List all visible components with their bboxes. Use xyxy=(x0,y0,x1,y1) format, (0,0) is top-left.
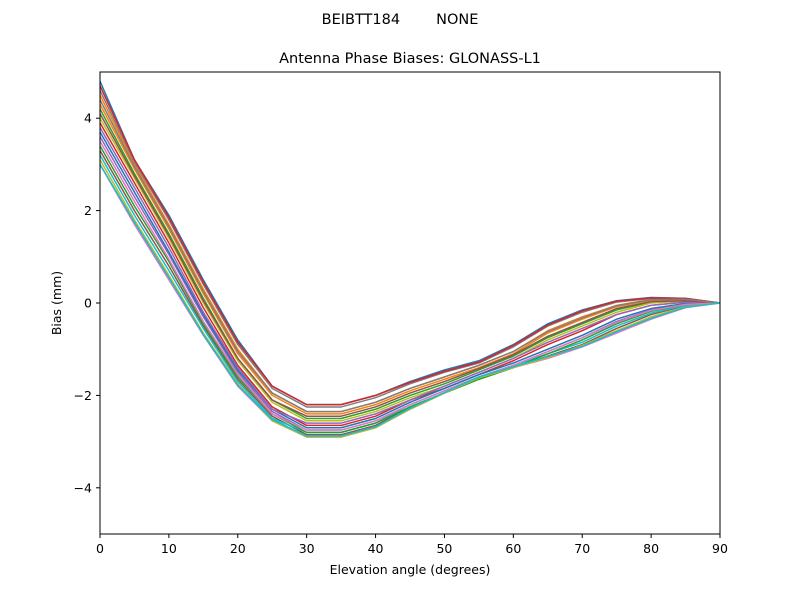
y-tick-label: 0 xyxy=(84,296,92,311)
series-line-15 xyxy=(99,127,721,424)
series-line-8 xyxy=(99,90,721,408)
y-axis-ticks: −4 −2 0 2 4 xyxy=(74,111,100,495)
suptitle-right: NONE xyxy=(436,12,478,28)
x-axis-label: Elevation angle (degrees) xyxy=(330,562,491,577)
series-line-18 xyxy=(99,99,721,413)
series-line-13 xyxy=(99,145,721,434)
series-line-20 xyxy=(99,164,721,437)
series-lines xyxy=(99,80,721,438)
x-tick-label: 90 xyxy=(712,541,728,556)
series-line-12 xyxy=(99,103,721,415)
y-tick-label: −4 xyxy=(74,480,92,495)
x-tick-label: 10 xyxy=(161,541,177,556)
suptitle-left: BEIBTT184 xyxy=(322,12,400,28)
series-line-16 xyxy=(99,113,721,417)
x-tick-label: 70 xyxy=(574,541,590,556)
y-tick-label: 4 xyxy=(84,111,92,126)
x-tick-label: 30 xyxy=(299,541,315,556)
x-axis-ticks: 0 10 20 30 40 50 60 70 80 90 xyxy=(96,534,728,556)
series-line-3 xyxy=(99,108,721,420)
y-tick-label: −2 xyxy=(74,388,92,403)
chart-suptitle: BEIBTT184 NONE xyxy=(322,12,479,28)
y-axis-label: Bias (mm) xyxy=(49,271,64,335)
x-tick-label: 80 xyxy=(643,541,659,556)
x-tick-label: 50 xyxy=(436,541,452,556)
x-tick-label: 20 xyxy=(230,541,246,556)
series-line-9 xyxy=(99,117,721,422)
y-tick-label: 2 xyxy=(84,203,92,218)
series-line-11 xyxy=(99,131,721,429)
chart-title: Antenna Phase Biases: GLONASS-L1 xyxy=(279,51,541,67)
series-line-17 xyxy=(99,140,721,431)
x-tick-label: 60 xyxy=(505,541,521,556)
x-tick-label: 40 xyxy=(368,541,384,556)
series-line-14 xyxy=(99,85,721,406)
x-tick-label: 0 xyxy=(96,541,104,556)
